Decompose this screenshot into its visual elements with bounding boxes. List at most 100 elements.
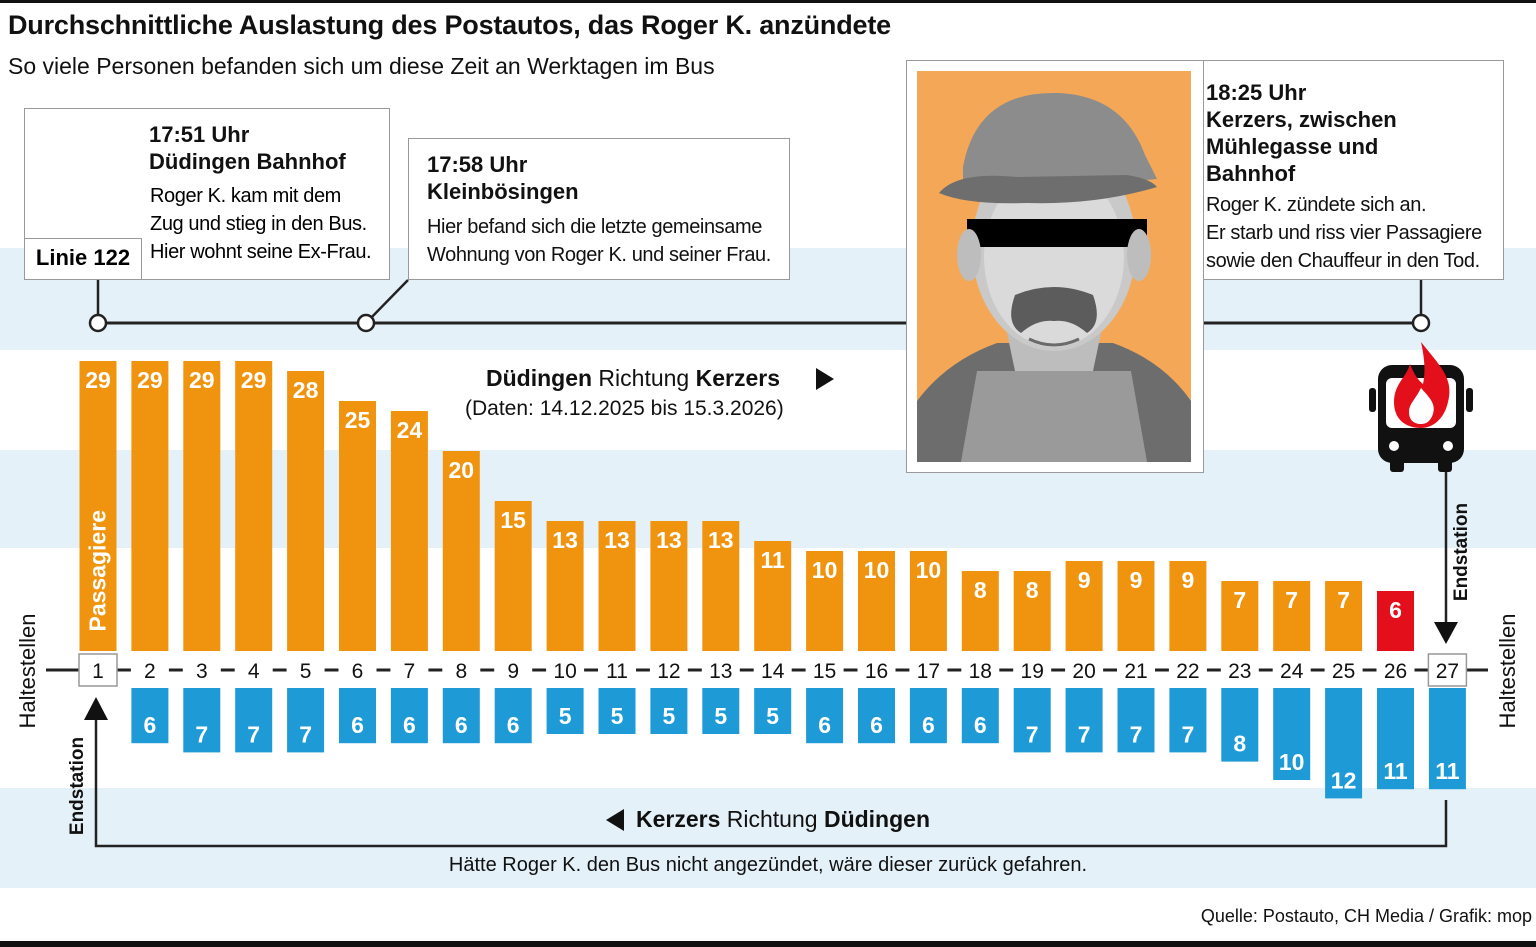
bar-value-outbound-4: 29 [241, 367, 267, 393]
direction-mid: Richtung [592, 365, 696, 391]
bar-return-15 [806, 688, 844, 744]
bar-return-21 [1117, 688, 1155, 753]
stop-box-23 [1220, 654, 1259, 686]
bar-outbound-21 [1117, 561, 1155, 651]
bar-value-return-3: 7 [195, 721, 208, 747]
bar-outbound-23 [1221, 581, 1259, 651]
bar-return-6 [339, 688, 376, 744]
stop-label-1: 1 [92, 660, 104, 683]
bar-value-return-10: 5 [559, 703, 572, 729]
bar-value-return-15: 6 [818, 712, 831, 738]
bar-value-outbound-15: 10 [812, 557, 838, 583]
stop-label-15: 15 [813, 660, 836, 683]
bottom-rule [0, 941, 1536, 947]
event-place: Kerzers, zwischen [1206, 107, 1397, 132]
bar-value-return-16: 6 [870, 712, 883, 738]
stop-label-23: 23 [1228, 660, 1251, 683]
bar-value-outbound-21: 9 [1130, 567, 1143, 593]
stop-box-24 [1272, 654, 1311, 686]
bar-value-return-23: 8 [1233, 731, 1246, 757]
stop-box-10 [546, 654, 585, 686]
bar-outbound-4 [235, 361, 273, 651]
bar-return-18 [961, 688, 999, 744]
bar-outbound-20 [1065, 561, 1103, 651]
bar-value-return-19: 7 [1026, 721, 1039, 747]
bar-value-return-27: 11 [1435, 758, 1460, 784]
event-time: 17:51 Uhr [149, 122, 250, 147]
bar-outbound-24 [1273, 581, 1311, 651]
event-time: 17:58 Uhr [427, 152, 528, 177]
event-text-1: Roger K. kam mit dem Zug und stieg in de… [150, 182, 372, 266]
return-route-line [94, 720, 1448, 848]
event-box-1-lower [142, 180, 390, 280]
bar-return-24 [1273, 688, 1311, 780]
x-axis-label-left: Haltestellen [15, 613, 40, 729]
bar-return-27 [1428, 688, 1466, 790]
stop-box-9 [494, 654, 533, 686]
bar-return-20 [1065, 688, 1103, 753]
stop-label-26: 26 [1384, 660, 1407, 683]
stop-box-18 [961, 654, 1000, 686]
event-place: Mühlegasse und [1206, 134, 1379, 159]
bar-outbound-14 [754, 541, 792, 651]
stop-box-20 [1065, 654, 1104, 686]
bar-value-outbound-17: 10 [916, 557, 942, 583]
page-subtitle: So viele Personen befanden sich um diese… [8, 53, 715, 79]
stop-box-12 [649, 654, 688, 686]
stop-label-8: 8 [455, 660, 467, 683]
bar-value-return-5: 7 [299, 721, 312, 747]
y-axis-label: Passagiere [84, 510, 111, 632]
bar-outbound-16 [858, 551, 895, 651]
stop-label-13: 13 [709, 660, 732, 683]
stop-box-8 [442, 654, 481, 686]
bar-value-return-24: 10 [1279, 749, 1305, 775]
left-arrow-icon [606, 809, 624, 831]
bar-value-return-18: 6 [974, 712, 987, 738]
bar-outbound-12 [650, 521, 688, 651]
stop-label-21: 21 [1124, 660, 1147, 683]
stop-label-10: 10 [553, 660, 576, 683]
stop-label-9: 9 [507, 660, 519, 683]
bar-value-outbound-8: 20 [449, 457, 475, 483]
bar-return-26 [1377, 688, 1414, 790]
up-arrow-icon [84, 697, 108, 720]
bar-value-return-8: 6 [455, 712, 468, 738]
bar-outbound-19 [1013, 571, 1051, 651]
stop-box-11 [598, 654, 636, 686]
stop-box-21 [1117, 654, 1155, 686]
bar-value-return-11: 5 [611, 703, 624, 729]
bar-value-outbound-20: 9 [1078, 567, 1091, 593]
source-credit: Quelle: Postauto, CH Media / Grafik: mop [1200, 906, 1532, 926]
top-rule [0, 0, 1536, 3]
portrait-drawing [917, 92, 1191, 462]
bar-outbound-5 [287, 371, 325, 651]
direction-to: Kerzers [695, 365, 780, 391]
bar-return-22 [1169, 688, 1207, 753]
event-line: Hier wohnt seine Ex-Frau. [150, 241, 372, 263]
stop-label-18: 18 [969, 660, 992, 683]
event-place: Kleinbösingen [427, 179, 579, 204]
bar-return-9 [494, 688, 532, 744]
stop-label-22: 22 [1176, 660, 1199, 683]
down-arrow-icon [1434, 622, 1458, 644]
bar-value-outbound-1: 29 [85, 367, 111, 393]
event-line: Er starb und riss vier Passagiere [1206, 222, 1482, 244]
bar-return-5 [287, 688, 325, 753]
data-period: (Daten: 14.12.2025 bis 15.3.2026) [465, 397, 784, 420]
bar-outbound-10 [546, 521, 584, 651]
stop-label-2: 2 [144, 660, 156, 683]
bar-value-return-22: 7 [1182, 721, 1195, 747]
stop-marker [356, 313, 376, 333]
bar-outbound-13 [702, 521, 740, 651]
x-axis-label-right: Haltestellen [1495, 613, 1520, 729]
connector-line [365, 279, 409, 324]
stop-label-14: 14 [761, 660, 785, 683]
event-line: Zug und stieg in den Bus. [150, 213, 367, 235]
stop-label-5: 5 [300, 660, 312, 683]
bar-value-outbound-6: 25 [345, 407, 371, 433]
stop-box-7 [390, 654, 429, 686]
bar-return-8 [442, 688, 480, 744]
stop-label-4: 4 [248, 660, 260, 683]
